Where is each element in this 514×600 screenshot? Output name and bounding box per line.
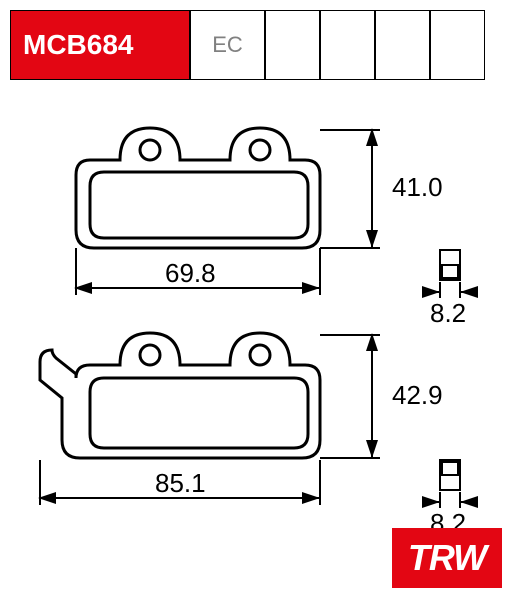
variant-label: EC xyxy=(212,32,243,58)
brand-text: TRW xyxy=(408,537,486,579)
bottom-brake-pad xyxy=(40,333,320,458)
header-empty-2 xyxy=(320,10,375,80)
label-top-height: 41.0 xyxy=(392,172,443,203)
header-grid: MCB684 EC xyxy=(10,10,504,80)
variant-cell: EC xyxy=(190,10,265,80)
brand-logo: TRW xyxy=(392,528,502,588)
label-bottom-height: 42.9 xyxy=(392,380,443,411)
header-empty-1 xyxy=(265,10,320,80)
dim-bottom-height xyxy=(320,335,380,458)
label-bottom-width: 85.1 xyxy=(155,468,206,499)
dim-bottom-thickness xyxy=(425,460,475,508)
label-top-thickness: 8.2 xyxy=(430,298,466,329)
product-code-cell: MCB684 xyxy=(10,10,190,80)
header-empty-3 xyxy=(375,10,430,80)
top-brake-pad xyxy=(76,128,320,248)
label-top-width: 69.8 xyxy=(165,258,216,289)
product-code: MCB684 xyxy=(23,29,133,61)
header-empty-4 xyxy=(430,10,485,80)
dim-top-height xyxy=(320,130,380,248)
technical-drawing: 41.0 69.8 8.2 42.9 85.1 8.2 xyxy=(0,100,514,550)
dim-top-thickness xyxy=(425,250,475,298)
